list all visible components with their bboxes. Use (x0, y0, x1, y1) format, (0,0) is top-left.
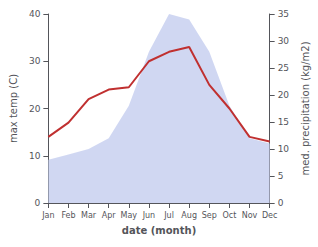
svg-text:Jan: Jan (41, 211, 54, 220)
svg-text:Apr: Apr (102, 211, 117, 220)
svg-text:25: 25 (278, 63, 289, 73)
svg-text:Jun: Jun (142, 211, 156, 220)
svg-text:0: 0 (278, 198, 284, 208)
svg-text:30: 30 (29, 56, 41, 66)
svg-text:30: 30 (278, 36, 290, 46)
svg-text:20: 20 (29, 104, 41, 114)
svg-text:Oct: Oct (222, 211, 236, 220)
svg-text:40: 40 (29, 9, 41, 19)
svg-text:May: May (121, 211, 138, 220)
svg-text:Sep: Sep (202, 211, 217, 220)
svg-text:35: 35 (278, 9, 289, 19)
svg-text:Jul: Jul (163, 211, 174, 220)
svg-text:Feb: Feb (61, 211, 75, 220)
svg-text:Aug: Aug (181, 211, 197, 220)
svg-text:date (month): date (month) (122, 225, 196, 236)
svg-text:med. precipitation (kg/m2): med. precipitation (kg/m2) (300, 41, 311, 175)
svg-text:5: 5 (278, 171, 284, 181)
svg-text:max temp (C): max temp (C) (8, 74, 19, 143)
svg-text:15: 15 (278, 117, 289, 127)
svg-text:Dec: Dec (262, 211, 277, 220)
svg-text:20: 20 (278, 90, 290, 100)
svg-text:10: 10 (29, 151, 41, 161)
svg-text:Mar: Mar (81, 211, 97, 220)
svg-text:10: 10 (278, 144, 290, 154)
svg-text:Nov: Nov (242, 211, 258, 220)
svg-text:0: 0 (35, 198, 41, 208)
